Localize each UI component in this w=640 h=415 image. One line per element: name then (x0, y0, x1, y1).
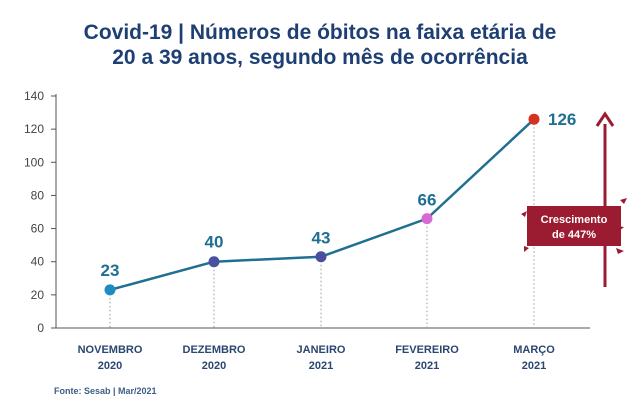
axes: 0 20 40 60 80 100 120 140 NOVEMBRO 2020 DEZEMBRO 20… (24, 89, 590, 372)
chart-title-line1: Covid-19 | Números de óbitos na faixa et… (83, 21, 557, 44)
x-tick-label-year: 2021 (522, 360, 546, 372)
growth-badge (527, 206, 621, 246)
growth-label-line1: Crescimento (541, 214, 608, 226)
x-tick-label-month: JANEIRO (297, 344, 346, 356)
y-tick-label: 120 (24, 122, 44, 136)
y-tick-label: 80 (31, 188, 45, 202)
x-tick-label-month: DEZEMBRO (183, 344, 246, 356)
data-point (528, 113, 540, 125)
data-label: 43 (312, 229, 331, 248)
series-line (109, 118, 535, 292)
x-tick-label-year: 2020 (98, 360, 122, 372)
growth-label-line2: de 447% (552, 229, 596, 241)
growth-annotation: Crescimento de 447% (521, 111, 627, 287)
data-point (421, 213, 433, 225)
data-label: 66 (418, 191, 437, 210)
x-tick-label-year: 2021 (309, 360, 333, 372)
x-tick-label-year: 2020 (202, 360, 226, 372)
data-point (208, 256, 220, 268)
data-label: 23 (101, 261, 120, 280)
data-point (104, 284, 116, 296)
chart-title-line2: 20 a 39 anos, segundo mês de ocorrência (112, 46, 528, 69)
data-label: 126 (548, 110, 576, 129)
y-tick-label: 100 (24, 155, 44, 169)
source-note: Fonte: Sesab | Mar/2021 (54, 386, 157, 396)
growth-badge-splatter (521, 198, 627, 254)
series (104, 113, 540, 296)
data-labels: 23 40 43 66 126 (101, 110, 577, 280)
y-tick-label: 40 (31, 255, 45, 269)
data-point (315, 251, 327, 263)
x-tick-label-year: 2021 (415, 360, 439, 372)
y-tick-label: 60 (31, 222, 45, 236)
growth-arrow-head (595, 111, 615, 127)
x-tick-label-month: FEVEREIRO (395, 344, 459, 356)
data-label: 40 (205, 233, 224, 252)
chart-title: Covid-19 | Números de óbitos na faixa et… (0, 20, 640, 70)
x-tick-label-month: MARÇO (513, 344, 555, 356)
guide-lines (109, 119, 535, 328)
y-tick-label: 140 (24, 89, 44, 103)
x-tick-label-month: NOVEMBRO (78, 344, 143, 356)
y-tick-label: 0 (37, 321, 44, 335)
y-tick-label: 20 (31, 288, 45, 302)
